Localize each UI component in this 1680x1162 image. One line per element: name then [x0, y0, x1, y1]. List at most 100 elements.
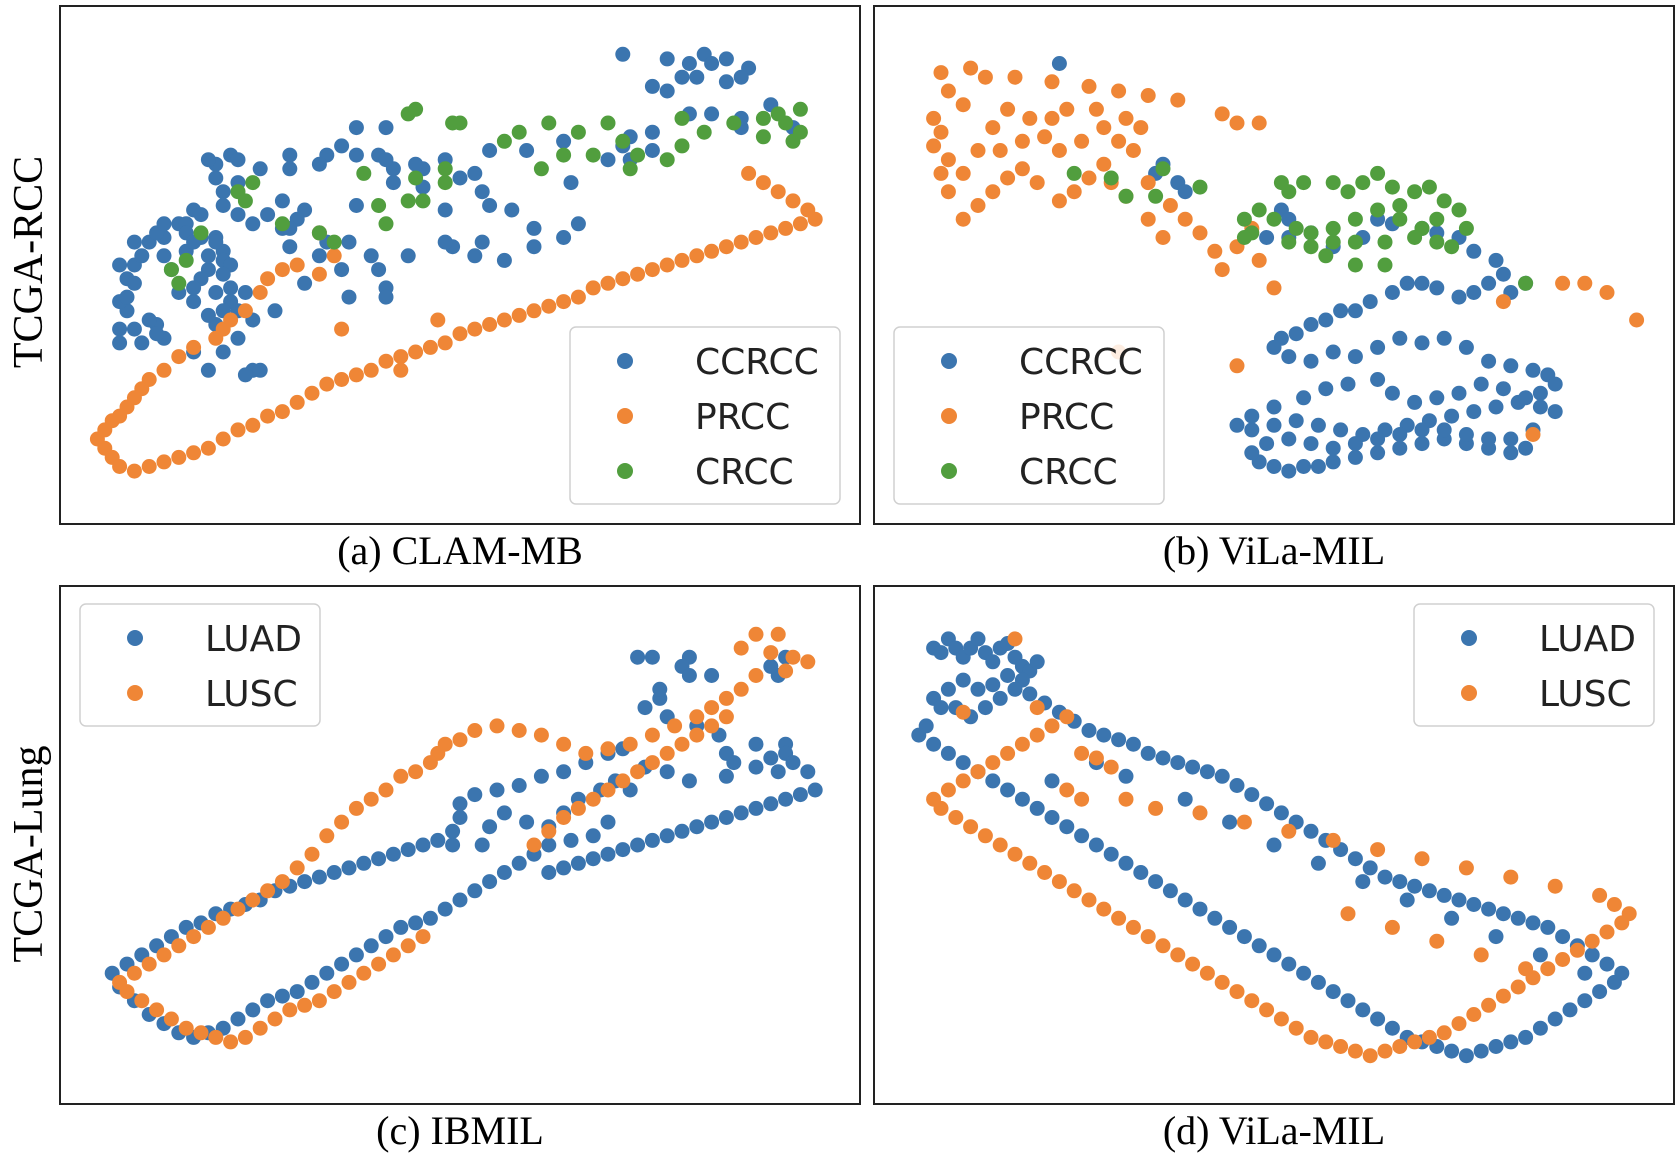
point-luad-95 — [1222, 919, 1238, 935]
point-lusc-33 — [304, 846, 320, 862]
point-luad-33 — [496, 805, 512, 821]
point-ccrcc-29 — [1362, 294, 1378, 310]
point-lusc-72 — [970, 764, 986, 780]
point-lusc-61 — [1037, 865, 1053, 880]
point-luad-51 — [541, 837, 557, 853]
point-luad-61 — [1510, 910, 1526, 926]
point-prcc-45 — [378, 353, 394, 369]
point-luad-47 — [1303, 823, 1319, 839]
point-ccrcc-101 — [341, 289, 357, 305]
legend: LUAD LUSC — [79, 603, 321, 727]
point-ccrcc-67 — [556, 230, 572, 245]
point-crcc-18 — [245, 175, 261, 191]
point-ccrcc-12 — [659, 83, 675, 99]
point-prcc-5 — [311, 266, 327, 282]
point-prcc-22 — [1022, 110, 1038, 126]
point-lusc-57 — [267, 1011, 283, 1027]
point-ccrcc-36 — [311, 156, 327, 172]
point-ccrcc-24 — [644, 143, 660, 158]
point-ccrcc-53 — [208, 170, 224, 186]
point-crcc-33 — [437, 161, 453, 177]
point-ccrcc-66 — [526, 220, 542, 236]
point-ccrcc-59 — [245, 216, 261, 232]
point-prcc-33 — [200, 440, 216, 456]
point-lusc-4 — [1088, 750, 1104, 766]
point-luad-112 — [659, 828, 675, 844]
point-prcc-23 — [1037, 129, 1053, 145]
point-luad-21 — [748, 759, 764, 775]
point-ccrcc-75 — [1451, 385, 1467, 401]
point-ccrcc-40 — [378, 120, 394, 136]
point-prcc-19 — [970, 143, 986, 158]
point-ccrcc-32 — [1318, 312, 1334, 328]
point-crcc-42 — [755, 110, 771, 126]
point-luad-38 — [452, 810, 468, 825]
point-crcc-5 — [1118, 188, 1134, 204]
point-luad-56 — [1436, 887, 1452, 903]
point-prcc-10 — [237, 303, 253, 319]
point-luad-66 — [1584, 947, 1600, 963]
point-luad-33 — [1096, 727, 1112, 743]
point-prcc-20 — [985, 120, 1001, 136]
point-ccrcc-72 — [1384, 385, 1400, 401]
point-ccrcc-99 — [371, 262, 387, 278]
point-luad-123 — [1266, 837, 1282, 853]
point-luad-117 — [918, 718, 934, 734]
point-prcc-47 — [1133, 120, 1149, 136]
point-crcc-42 — [1318, 248, 1334, 264]
point-ccrcc-34 — [1288, 326, 1304, 342]
point-prcc-17 — [940, 152, 956, 168]
point-luad-6 — [970, 631, 986, 647]
point-luad-114 — [940, 745, 956, 761]
point-lusc-37 — [245, 892, 261, 908]
point-lusc-71 — [955, 773, 971, 789]
point-luad-128 — [1488, 929, 1504, 945]
point-prcc-69 — [733, 234, 749, 250]
point-luad-100 — [1148, 874, 1164, 890]
point-prcc-51 — [467, 321, 483, 337]
point-luad-120 — [1118, 768, 1134, 784]
point-luad-100 — [385, 846, 401, 862]
point-luad-110 — [630, 837, 646, 853]
point-prcc-3 — [1007, 69, 1023, 85]
point-lusc-13 — [1325, 832, 1341, 848]
point-ccrcc-49 — [348, 198, 364, 213]
point-ccrcc-107 — [215, 344, 231, 360]
point-ccrcc-98 — [334, 262, 350, 278]
point-lusc-5 — [800, 654, 816, 670]
point-lusc-60 — [1051, 874, 1067, 890]
point-luad-109 — [615, 842, 631, 858]
point-crcc-11 — [1355, 175, 1371, 191]
plot-frame — [873, 585, 1675, 1105]
point-lusc-21 — [467, 723, 483, 738]
point-prcc-9 — [1214, 106, 1230, 122]
legend-marker-luad — [127, 630, 143, 646]
point-prcc-53 — [1192, 225, 1208, 241]
point-luad-109 — [1014, 791, 1030, 807]
legend: CCRCC PRCC CRCC — [893, 326, 1165, 505]
legend-label-lusc: LUSC — [205, 674, 298, 715]
point-luad-57 — [452, 892, 468, 908]
point-lusc-55 — [1125, 919, 1141, 935]
point-ccrcc-88 — [1370, 445, 1386, 461]
legend-label-crcc: CRCC — [695, 452, 794, 493]
point-luad-40 — [467, 787, 483, 803]
point-prcc-31 — [1066, 184, 1082, 200]
point-ccrcc-30 — [1347, 303, 1363, 319]
point-prcc-0 — [334, 321, 350, 337]
point-ccrcc-79 — [1532, 399, 1548, 415]
point-ccrcc-69 — [474, 234, 490, 250]
point-ccrcc-4 — [1177, 184, 1193, 200]
point-ccrcc-3 — [718, 51, 734, 67]
point-ccrcc-68 — [1296, 390, 1312, 406]
point-lusc-19 — [511, 723, 527, 738]
point-luad-104 — [541, 865, 557, 880]
point-lusc-20 — [489, 718, 505, 734]
point-lusc-48 — [1229, 984, 1245, 1000]
point-prcc-78 — [755, 175, 771, 191]
point-luad-129 — [1532, 947, 1548, 963]
point-prcc-46 — [393, 349, 409, 365]
point-lusc-40 — [1347, 1043, 1363, 1059]
point-prcc-62 — [630, 266, 646, 282]
point-ccrcc-57 — [215, 184, 231, 200]
